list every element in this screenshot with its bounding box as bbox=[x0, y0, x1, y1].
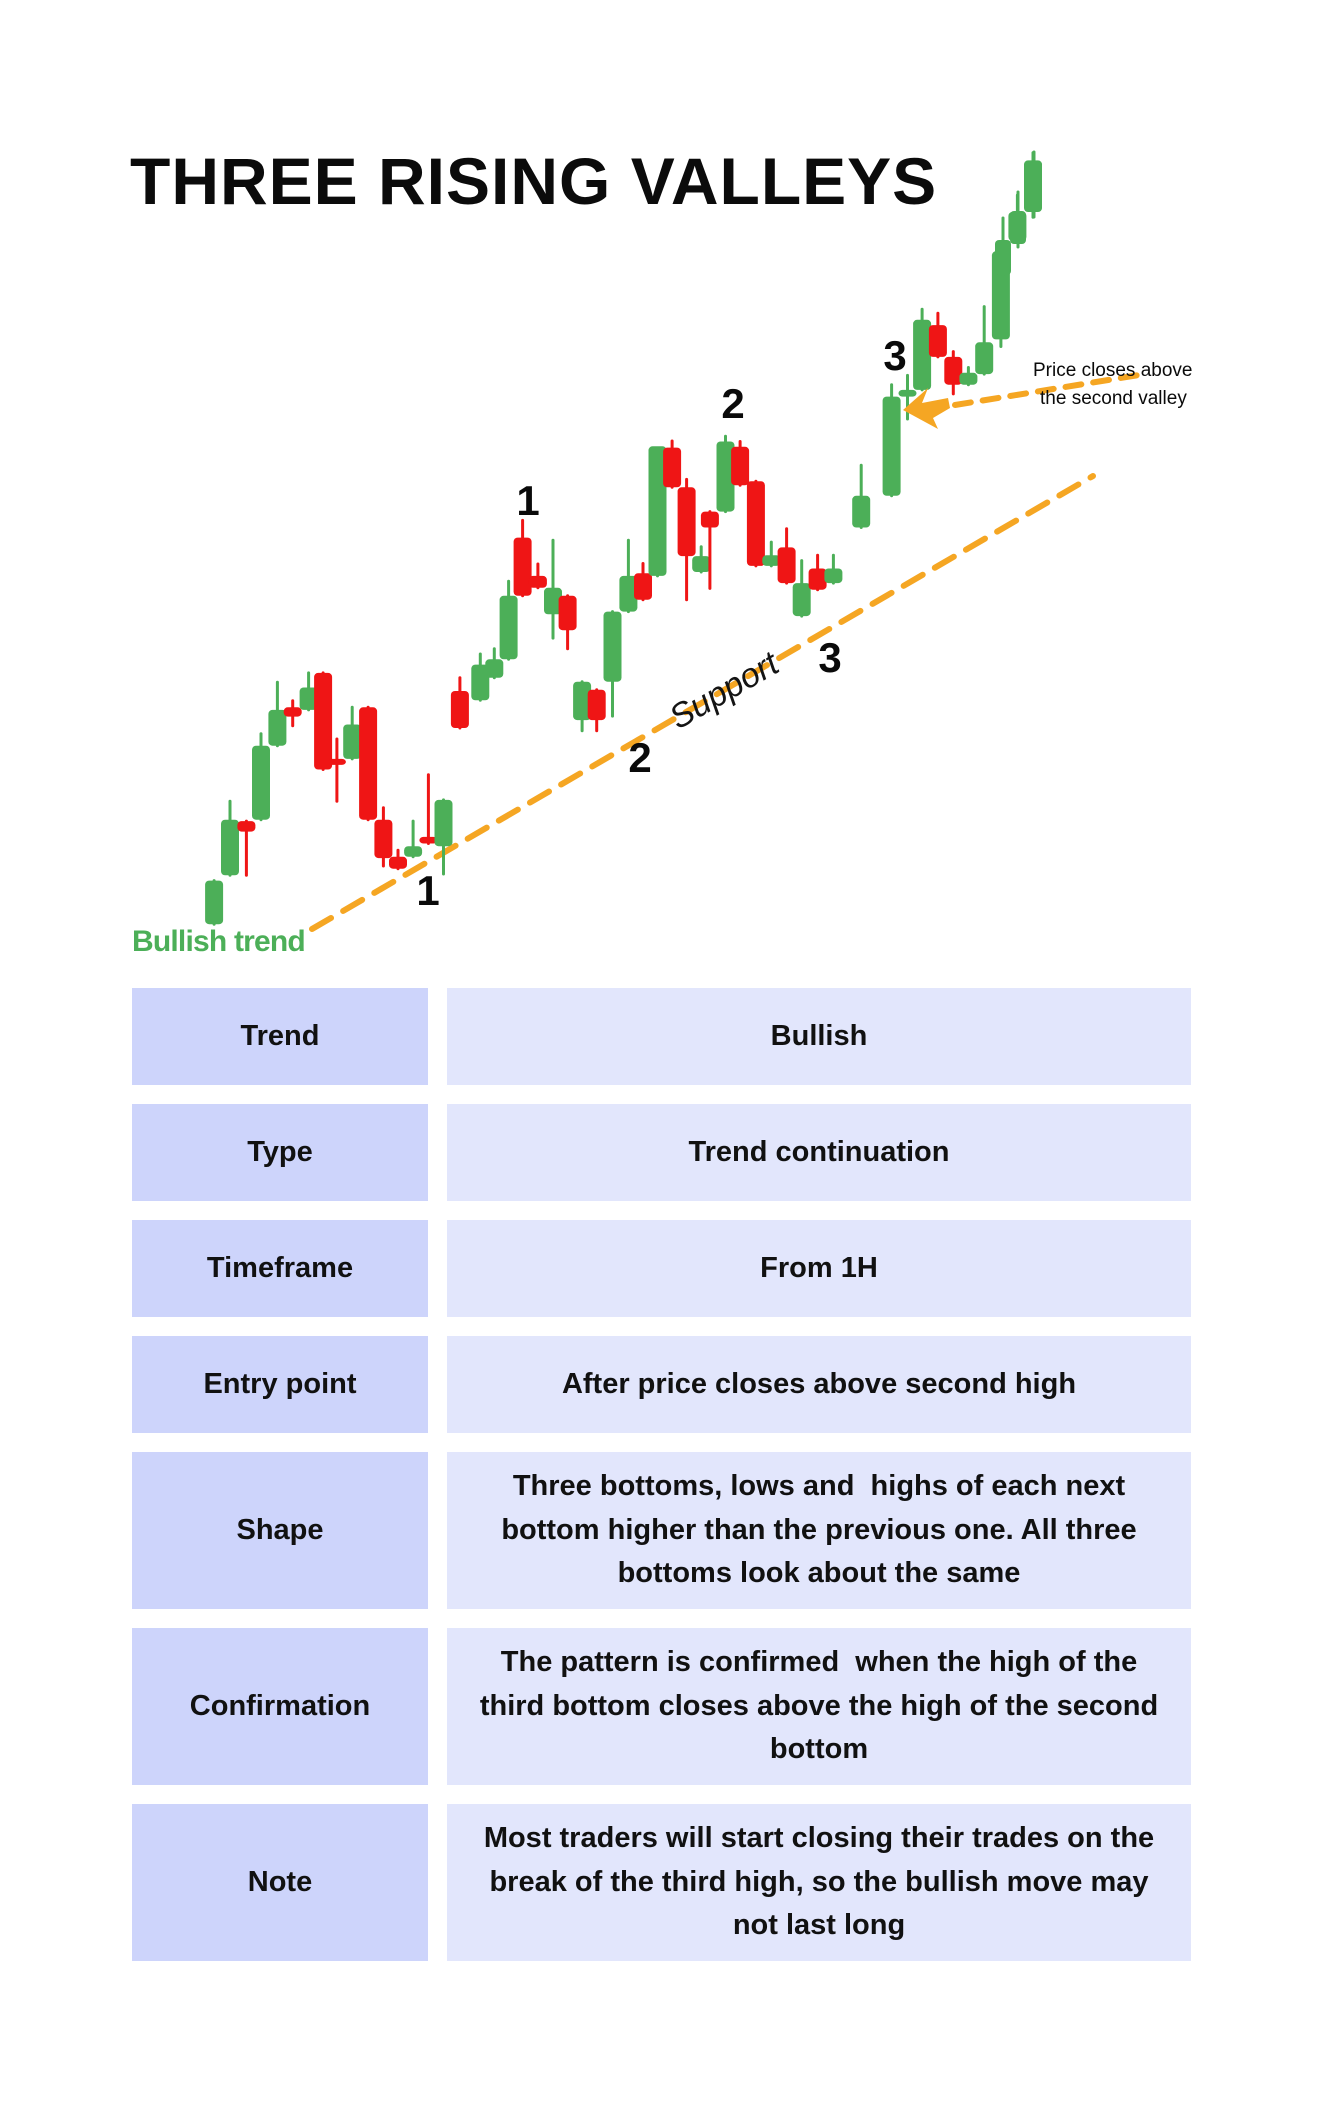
svg-text:Price closes above: Price closes above bbox=[1033, 360, 1192, 381]
svg-text:Support: Support bbox=[663, 644, 786, 737]
svg-text:2: 2 bbox=[628, 734, 651, 781]
svg-text:Bullish trend: Bullish trend bbox=[132, 925, 305, 958]
svg-text:3: 3 bbox=[883, 332, 906, 379]
svg-text:1: 1 bbox=[516, 477, 539, 524]
svg-text:1: 1 bbox=[416, 867, 439, 914]
svg-text:3: 3 bbox=[818, 634, 841, 681]
svg-text:2: 2 bbox=[721, 380, 744, 427]
svg-text:the second valley: the second valley bbox=[1040, 388, 1187, 409]
